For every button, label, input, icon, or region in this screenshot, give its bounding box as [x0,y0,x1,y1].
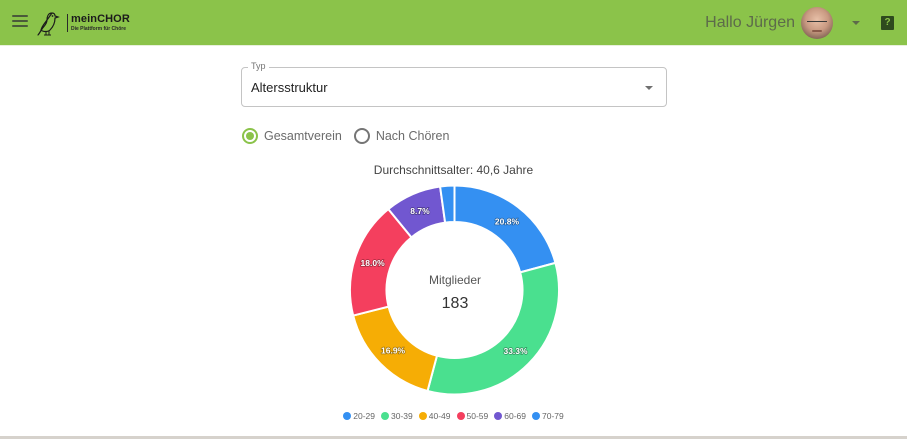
chevron-down-icon [645,86,653,90]
legend-label: 60-69 [504,411,526,421]
legend-label: 50-59 [466,411,489,421]
donut-center-value: 183 [441,295,469,312]
scope-radio-group: Gesamtverein Nach Chören [242,128,461,144]
donut-center-label: Mitglieder [428,273,482,287]
legend-item-50-59[interactable]: 50-59 [456,411,489,421]
app-logo[interactable]: meinCHOR Die Plattform für Chöre [36,9,130,37]
slice-percent-label: 16.9% [381,346,406,356]
legend-dot-icon [456,412,465,420]
logo-tagline: Die Plattform für Chöre [71,26,127,32]
legend-label: 20-29 [353,411,375,421]
logo-text: meinCHOR Die Plattform für Chöre [67,14,130,32]
logo-name: meinCHOR [71,13,130,25]
type-select-value: Altersstruktur [251,80,328,95]
user-menu-caret-icon[interactable] [852,21,860,25]
radio-gesamtverein[interactable]: Gesamtverein [242,128,342,144]
radio-unchecked-icon [353,128,370,144]
type-select[interactable]: Typ Altersstruktur [241,61,667,107]
user-greeting: Hallo Jürgen [705,14,795,31]
slice-percent-label: 20.8% [495,217,520,227]
radio-label: Nach Chören [375,129,450,143]
legend-label: 30-39 [391,411,413,421]
user-avatar[interactable] [801,7,833,39]
legend-dot-icon [418,412,427,420]
bird-logo-icon [37,12,60,36]
donut-slice-30-39[interactable] [426,261,560,396]
legend-label: 70-79 [542,411,564,421]
donut-slice-70-79[interactable] [438,184,456,224]
type-select-label: Typ [248,61,269,71]
legend-dot-icon [381,412,389,420]
legend-dot-icon [532,412,540,420]
legend-item-40-49[interactable]: 40-49 [418,411,451,421]
hamburger-menu-icon[interactable] [12,15,28,29]
legend-label: 40-49 [428,411,451,421]
help-button[interactable]: ? [881,16,894,30]
donut-slice-20-29[interactable] [453,184,557,274]
legend-item-60-69[interactable]: 60-69 [494,411,526,421]
chart-legend: 20-29 30-39 40-49 50-59 60-69 70-79 [0,411,907,421]
slice-percent-label: 8.7% [410,206,430,216]
radio-checked-icon [242,128,258,144]
page-bottom-edge [0,436,907,439]
slice-percent-label: 33.3% [503,346,528,356]
app-header: meinCHOR Die Plattform für Chöre Hallo J… [0,0,907,46]
legend-item-70-79[interactable]: 70-79 [532,411,564,421]
slice-percent-label: 18.0% [361,258,386,268]
legend-item-30-39[interactable]: 30-39 [381,411,413,421]
radio-nach-choeren[interactable]: Nach Chören [353,128,450,144]
legend-dot-icon [343,412,352,420]
radio-label: Gesamtverein [264,129,342,143]
chart-title: Durchschnittsalter: 40,6 Jahre [373,163,534,177]
legend-item-20-29[interactable]: 20-29 [343,411,375,421]
legend-dot-icon [494,412,503,420]
